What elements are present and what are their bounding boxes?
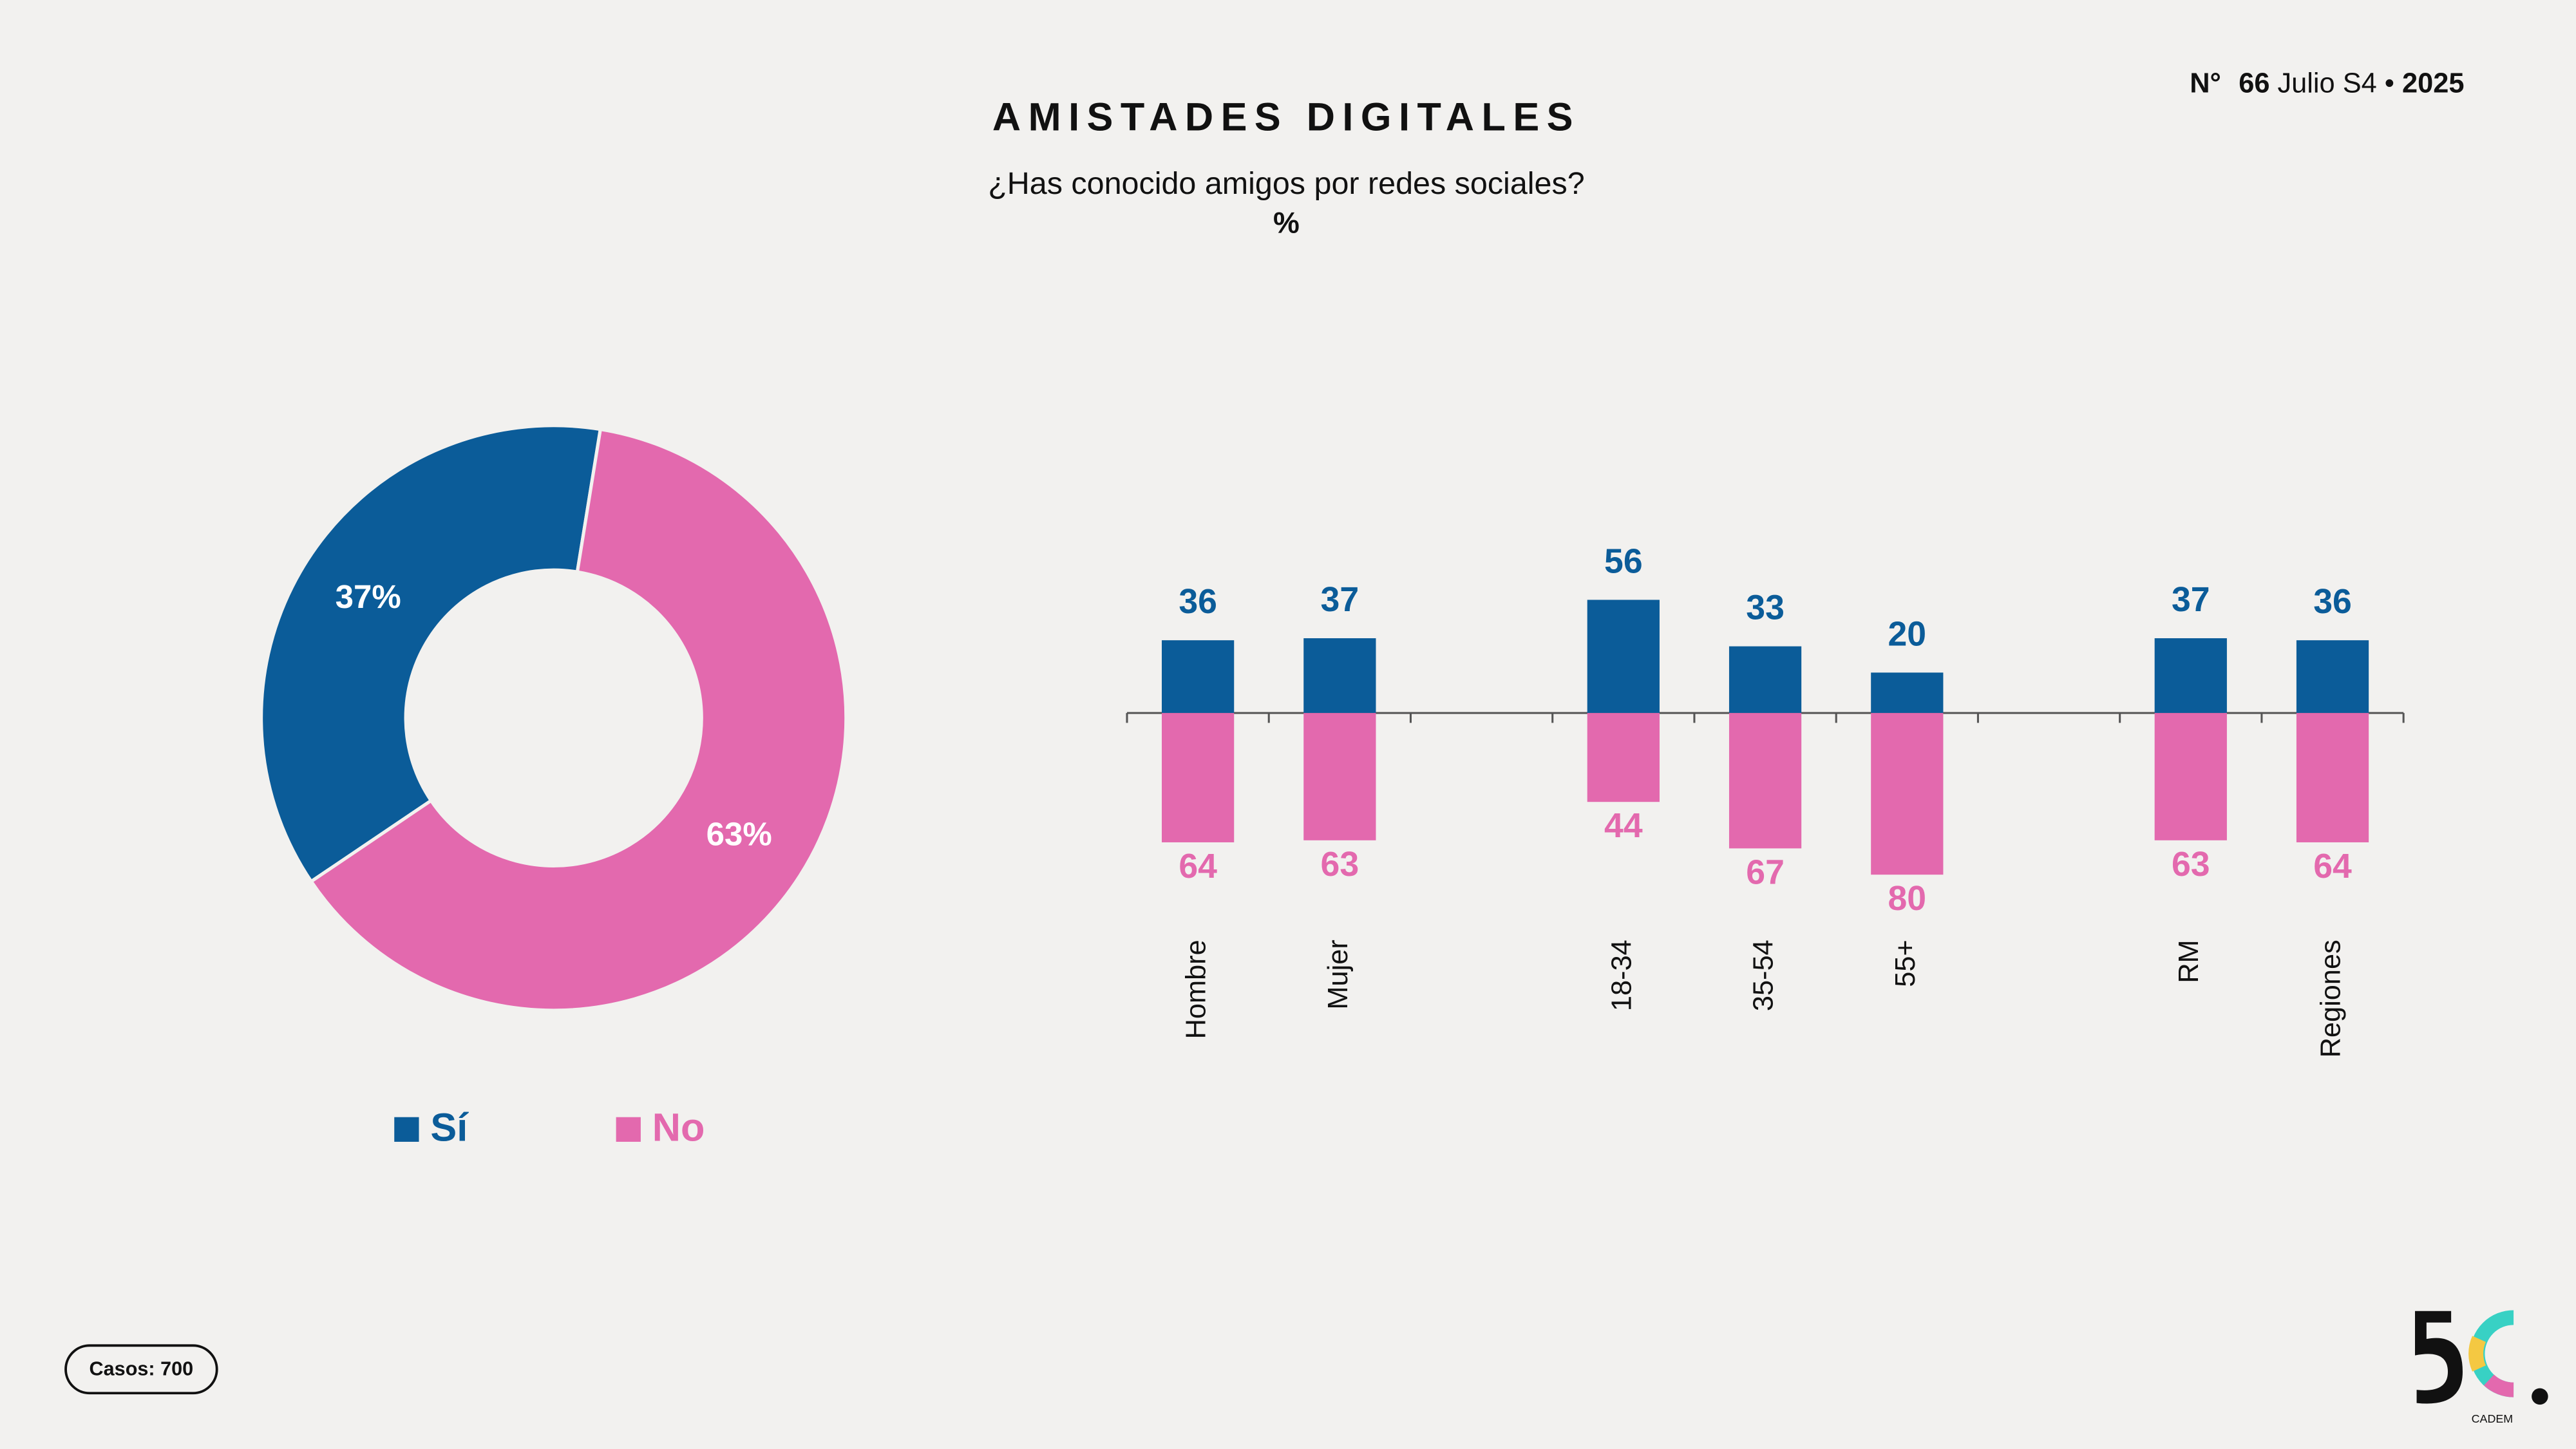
bar — [1587, 713, 1660, 802]
donut-slice — [260, 424, 603, 884]
bar — [2296, 640, 2369, 714]
title: AMISTADES DIGITALES — [992, 95, 1580, 138]
bar — [1871, 713, 1944, 875]
value-label: 67 — [1746, 853, 1785, 891]
legend-label: Sí — [430, 1105, 469, 1149]
logo-c-mid — [2468, 1336, 2486, 1372]
value-label: 56 — [1604, 542, 1643, 580]
cases-box — [64, 1344, 218, 1395]
subtitle: ¿Has conocido amigos por redes sociales? — [988, 166, 1584, 201]
charts: 37% 63% Sí No Hombre 36 64 Mujer 37 63 18-34 56 44 35… — [260, 424, 2405, 1149]
value-label: 36 — [2313, 583, 2352, 621]
category-label: Hombre — [1181, 940, 1212, 1039]
category-label: Mujer — [1323, 940, 1354, 1009]
slice-label: 63% — [706, 815, 772, 852]
value-label: 37 — [1321, 581, 1359, 619]
logo-five — [2415, 1311, 2463, 1404]
category-label: 35-54 — [1748, 940, 1779, 1011]
bar — [1728, 646, 1802, 714]
category-label: 18-34 — [1606, 940, 1637, 1011]
value-label: 20 — [1888, 615, 1927, 653]
value-label: 33 — [1746, 589, 1785, 627]
slice-label: 37% — [336, 578, 401, 615]
donut-slice — [308, 427, 848, 1012]
bar — [1161, 640, 1235, 714]
bar — [1728, 713, 1802, 849]
issue-year: 2025 — [2402, 68, 2464, 99]
value-label: 64 — [2313, 848, 2352, 886]
bar — [1303, 713, 1376, 840]
bar — [2296, 713, 2369, 842]
logo-c-bottom — [2483, 1374, 2514, 1397]
value-label: 63 — [2172, 846, 2210, 884]
logo-text: CADEM — [2472, 1412, 2513, 1425]
category-label: 55+ — [1890, 940, 1921, 987]
issue-number: 66 — [2239, 68, 2269, 99]
legend-swatch — [394, 1117, 419, 1142]
bar — [1871, 672, 1944, 714]
bar — [1587, 600, 1660, 714]
value-label: 64 — [1179, 848, 1217, 886]
issue-label: N° — [2190, 68, 2221, 99]
value-label: 36 — [1179, 583, 1217, 621]
issue: N° 66 Julio S4 • 2025 — [2190, 68, 2464, 99]
bar — [2154, 638, 2227, 714]
logo: CADEM — [2415, 1310, 2548, 1425]
legend-swatch — [616, 1117, 641, 1142]
bar — [1161, 713, 1235, 842]
issue-separator: • — [2385, 68, 2394, 99]
bar — [1303, 638, 1376, 714]
value-label: 80 — [1888, 880, 1927, 918]
category-label: Regiones — [2315, 940, 2346, 1057]
logo-dot — [2532, 1388, 2548, 1405]
value-label: 37 — [2172, 581, 2210, 619]
value-label: 63 — [1321, 846, 1359, 884]
unit: % — [1273, 206, 1300, 240]
issue-period: Julio S4 — [2278, 68, 2377, 99]
value-label: 44 — [1604, 807, 1643, 845]
legend-label: No — [652, 1105, 705, 1149]
cases: Casos: 700 — [90, 1358, 194, 1380]
bar — [2154, 713, 2227, 840]
category-label: RM — [2174, 940, 2204, 983]
